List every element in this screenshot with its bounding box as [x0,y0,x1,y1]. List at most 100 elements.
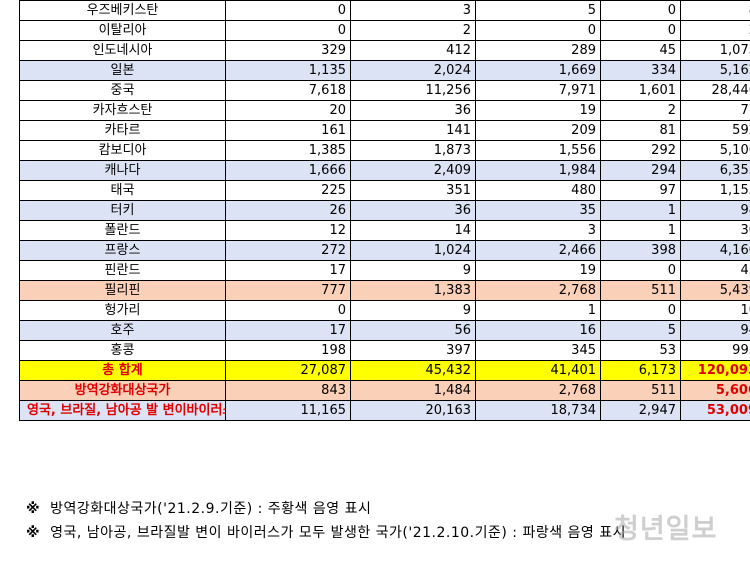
value-4: 0 [600,260,681,281]
value-2: 36 [350,100,476,121]
table-row: 카자흐스탄203619277 [19,100,750,121]
value-4: 334 [600,60,681,81]
table-row: 폴란드12143130 [19,220,750,241]
value-4: 0 [600,20,681,41]
summary-body: 총 합계 27,087 45,432 41,401 6,173 120,093 … [19,360,750,421]
value-1: 1,385 [225,140,351,161]
quarantine-value-4: 511 [600,380,681,401]
table-row: 헝가리091010 [19,300,750,321]
value-2: 351 [350,180,476,201]
row-total: 4,160 [680,240,750,261]
quarantine-value-2: 1,484 [350,380,476,401]
table-row: 우즈베키스탄03508 [19,0,750,21]
row-total: 8 [680,0,750,21]
value-1: 0 [225,20,351,41]
value-3: 1,556 [475,140,601,161]
country-name: 헝가리 [19,300,226,321]
value-1: 0 [225,0,351,21]
row-total: 98 [680,200,750,221]
row-total: 5,106 [680,140,750,161]
value-2: 1,383 [350,280,476,301]
value-2: 1,024 [350,240,476,261]
value-3: 16 [475,320,601,341]
grand-total-value-4: 6,173 [600,360,681,381]
value-1: 225 [225,180,351,201]
variant-value-2: 20,163 [350,400,476,421]
row-total: 592 [680,120,750,141]
country-statistics-table: 우즈베키스탄03508이탈리아02002인도네시아329412289451,07… [19,0,750,421]
value-2: 141 [350,120,476,141]
value-3: 35 [475,200,601,221]
value-3: 7,971 [475,80,601,101]
value-3: 0 [475,20,601,41]
country-name: 캐나다 [19,160,226,181]
table-body: 우즈베키스탄03508이탈리아02002인도네시아329412289451,07… [19,0,750,361]
variant-value-4: 2,947 [600,400,681,421]
table-row: 터키263635198 [19,200,750,221]
value-1: 7,618 [225,80,351,101]
value-4: 2 [600,100,681,121]
footnote-variant: ※ 영국, 남아공, 브라질발 변이 바이러스가 모두 발생한 국가('21.2.… [26,522,626,542]
row-total: 94 [680,320,750,341]
country-name: 폴란드 [19,220,226,241]
value-2: 2,409 [350,160,476,181]
country-name: 우즈베키스탄 [19,0,226,21]
value-4: 81 [600,120,681,141]
value-1: 272 [225,240,351,261]
value-4: 53 [600,340,681,361]
value-2: 36 [350,200,476,221]
quarantine-value-3: 2,768 [475,380,601,401]
value-3: 2,768 [475,280,601,301]
quarantine-total-row: 방역강화대상국가 843 1,484 2,768 511 5,606 [19,380,750,401]
value-2: 1,873 [350,140,476,161]
value-3: 2,466 [475,240,601,261]
value-1: 161 [225,120,351,141]
value-4: 292 [600,140,681,161]
grand-total-sum: 120,093 [680,360,750,381]
value-1: 26 [225,200,351,221]
value-3: 289 [475,40,601,61]
grand-total-label: 총 합계 [19,360,226,381]
value-3: 19 [475,260,601,281]
grand-total-value-3: 41,401 [475,360,601,381]
value-4: 1 [600,200,681,221]
value-4: 294 [600,160,681,181]
value-4: 1 [600,220,681,241]
value-3: 5 [475,0,601,21]
country-name: 프랑스 [19,240,226,261]
quarantine-value-1: 843 [225,380,351,401]
row-total: 77 [680,100,750,121]
value-2: 412 [350,40,476,61]
value-3: 19 [475,100,601,121]
value-1: 20 [225,100,351,121]
quarantine-label: 방역강화대상국가 [19,380,226,401]
country-name: 호주 [19,320,226,341]
variant-value-1: 11,165 [225,400,351,421]
value-2: 2,024 [350,60,476,81]
value-3: 1,984 [475,160,601,181]
table-row: 홍콩19839734553993 [19,340,750,361]
row-total: 10 [680,300,750,321]
value-1: 12 [225,220,351,241]
table-row: 호주175616594 [19,320,750,341]
country-name: 일본 [19,60,226,81]
country-name: 태국 [19,180,226,201]
value-2: 397 [350,340,476,361]
variant-sum: 53,009 [680,400,750,421]
country-name: 이탈리아 [19,20,226,41]
grand-total-value-2: 45,432 [350,360,476,381]
row-total: 1,153 [680,180,750,201]
value-4: 0 [600,0,681,21]
row-total: 1,075 [680,40,750,61]
value-3: 1 [475,300,601,321]
row-total: 993 [680,340,750,361]
value-1: 0 [225,300,351,321]
value-1: 17 [225,260,351,281]
footnote-text: 방역강화대상국가('21.2.9.기준) : 주황색 음영 표시 [50,501,372,517]
value-1: 777 [225,280,351,301]
